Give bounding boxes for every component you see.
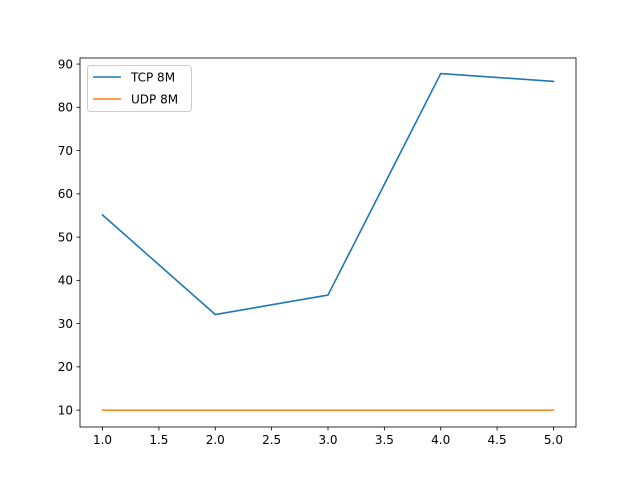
x-tick-label: 5.0 [544, 433, 563, 447]
y-tick-label: 80 [58, 101, 73, 115]
series-line-tcp-8m [101, 72, 555, 316]
legend: TCP 8M UDP 8M [87, 65, 192, 112]
x-axis: 1.0 1.5 2.0 2.5 3.0 3.5 4.0 4.5 5.0 [93, 427, 563, 447]
y-tick-label: 50 [58, 230, 73, 244]
legend-label-udp-8m: UDP 8M [131, 92, 178, 106]
x-tick-label: 1.0 [93, 433, 112, 447]
x-tick-label: 1.5 [149, 433, 168, 447]
legend-label-tcp-8m: TCP 8M [130, 70, 175, 84]
x-tick-label: 3.0 [318, 433, 337, 447]
y-tick-label: 60 [58, 187, 73, 201]
y-tick-label: 10 [58, 403, 73, 417]
y-tick-label: 90 [58, 57, 73, 71]
x-tick-label: 2.5 [262, 433, 281, 447]
x-tick-label: 4.5 [488, 433, 507, 447]
y-tick-label: 30 [58, 317, 73, 331]
x-tick-label: 3.5 [375, 433, 394, 447]
series-layer [101, 72, 555, 411]
y-tick-label: 70 [58, 144, 73, 158]
y-tick-label: 40 [58, 274, 73, 288]
y-axis: 10 20 30 40 50 60 70 80 90 [58, 57, 80, 417]
y-tick-label: 20 [58, 360, 73, 374]
x-tick-label: 4.0 [431, 433, 450, 447]
x-tick-label: 2.0 [206, 433, 225, 447]
